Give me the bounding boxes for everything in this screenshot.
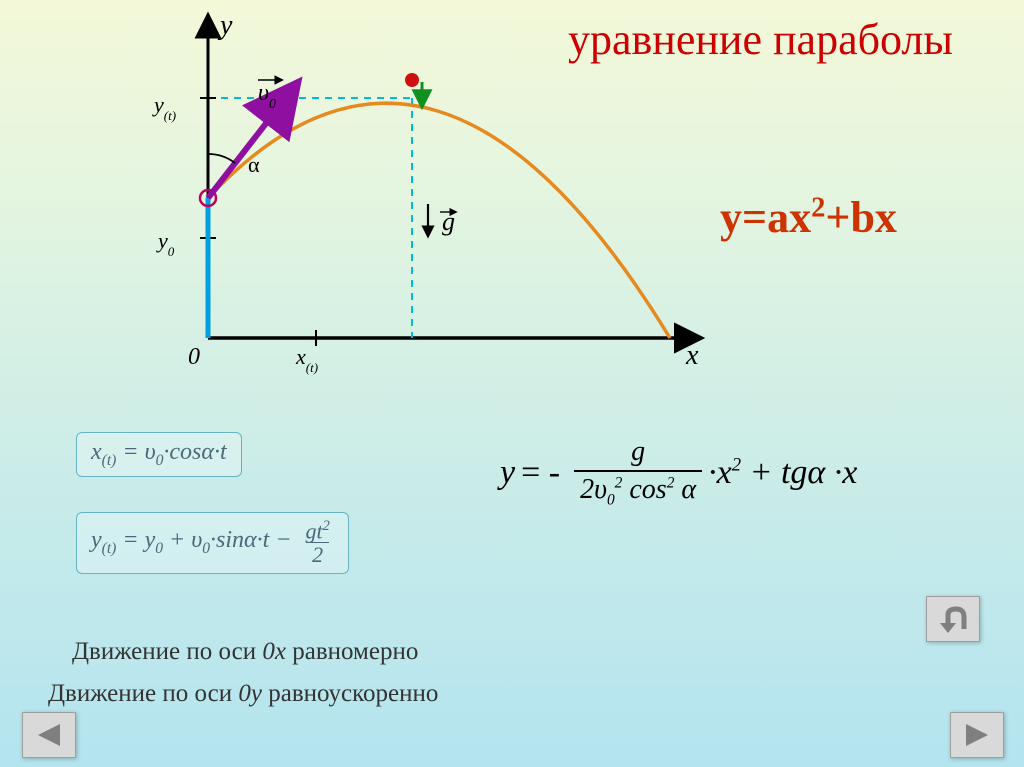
- eq-fraction: g 2υ02 cos2 α: [574, 436, 702, 509]
- label-v0: υ0: [258, 80, 276, 112]
- trajectory-diagram: y x 0 y(t) y0 x(t) α υ0 g: [140, 8, 710, 388]
- eq-frac-num: g: [625, 436, 651, 470]
- u-turn-icon: [936, 605, 970, 633]
- text-motion-oy: Движение по оси 0y равноускоренно: [48, 680, 438, 708]
- formula-y-body: y(t) = y0 + υ0·sinα·t −: [91, 527, 298, 558]
- formula-x-of-t: x(t) = υ0·cosα·t: [76, 432, 242, 477]
- formula-y-of-t: y(t) = y0 + υ0·sinα·t − gt2 2: [76, 512, 349, 574]
- eq-lhs: y: [500, 454, 515, 492]
- eq-frac-den: 2υ02 cos2 α: [574, 470, 702, 509]
- back-button[interactable]: [926, 596, 980, 642]
- eq-after: ·x2 + tgα ·x: [708, 454, 857, 492]
- equation-trajectory: y = - g 2υ02 cos2 α ·x2 + tgα ·x: [500, 436, 857, 509]
- label-y-axis: y: [217, 10, 233, 41]
- prev-button[interactable]: [22, 712, 76, 758]
- formula-y-frac: gt2 2: [302, 519, 334, 567]
- triangle-left-icon: [34, 722, 64, 748]
- label-alpha: α: [248, 152, 260, 177]
- apex-dot: [405, 73, 419, 87]
- label-g: g: [442, 207, 455, 236]
- label-origin: 0: [188, 344, 200, 370]
- triangle-right-icon: [962, 722, 992, 748]
- parabola-curve: [208, 103, 670, 338]
- label-x-axis: x: [685, 340, 699, 371]
- text-motion-ox: Движение по оси 0x равномерно: [72, 638, 418, 666]
- label-y-of-t: y(t): [152, 92, 176, 123]
- label-x-of-t: x(t): [295, 344, 318, 375]
- next-button[interactable]: [950, 712, 1004, 758]
- label-y0: y0: [156, 228, 175, 259]
- alpha-arc: [208, 154, 235, 163]
- equation-parabola-general: y=ax2+bx: [720, 192, 897, 243]
- velocity-arrow: [208, 90, 292, 198]
- eq-lead: = -: [521, 454, 560, 492]
